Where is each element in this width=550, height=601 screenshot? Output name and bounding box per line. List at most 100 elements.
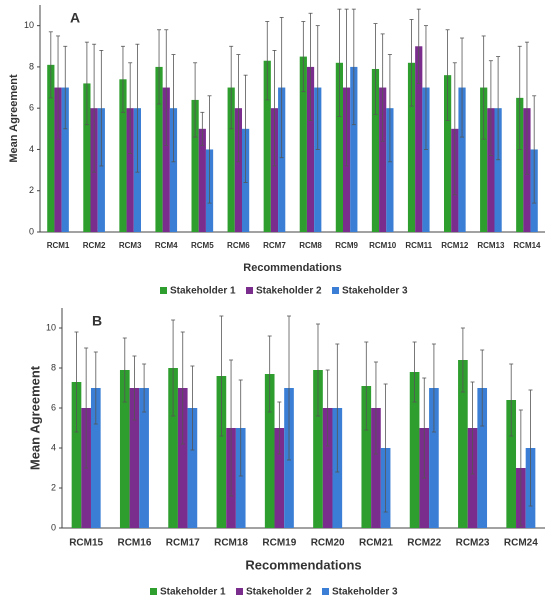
legend-label: Stakeholder 3 [332,587,398,598]
x-tick-label: RCM22 [407,538,441,549]
bar [54,87,62,232]
y-tick-label: 2 [29,185,34,195]
bar [216,376,227,528]
bar [97,108,105,232]
bar [350,66,358,232]
y-tick-label: 6 [51,402,56,412]
bar [168,368,178,528]
x-tick-label: RCM7 [263,241,286,250]
bar [444,75,452,232]
panel-label: A [70,10,80,26]
bar [299,56,307,232]
bar [198,128,206,232]
x-tick-label: RCM11 [405,241,432,250]
bar [477,388,488,528]
y-axis-label: Mean Agreement [8,74,20,163]
bar [274,428,285,528]
bar [415,46,423,232]
x-tick-label: RCM6 [227,241,250,250]
bar [90,388,101,528]
bar [162,87,170,232]
bar [83,83,91,232]
bar [322,408,333,528]
x-tick-label: RCM21 [359,538,393,549]
x-tick-label: RCM4 [155,241,178,250]
x-tick-label: RCM3 [119,241,142,250]
bar [371,68,380,233]
x-tick-label: RCM8 [299,241,322,250]
x-tick-label: RCM17 [166,538,200,549]
x-axis-label: Recommendations [245,557,361,572]
bar [126,108,134,232]
bar [371,408,381,528]
y-tick-label: 4 [51,442,56,452]
bar [386,108,394,232]
legend-swatch [160,287,167,294]
y-tick-label: 8 [29,61,34,71]
bar [480,87,488,232]
bar [139,388,149,528]
bar [306,66,315,232]
x-tick-label: RCM16 [117,538,151,549]
legend-label: Stakeholder 1 [160,587,226,598]
bar [487,108,495,232]
x-tick-label: RCM14 [513,241,541,250]
x-tick-label: RCM13 [477,241,505,250]
legend-swatch [322,588,329,595]
y-tick-label: 0 [51,522,56,532]
y-tick-label: 8 [51,362,56,372]
legend-label: Stakeholder 2 [246,587,312,598]
bar [119,79,127,232]
bar [379,87,387,232]
x-tick-label: RCM1 [47,241,70,250]
bar [458,360,468,528]
bar [314,87,322,232]
x-tick-label: RCM23 [456,538,490,549]
bar [234,108,242,232]
x-tick-label: RCM2 [83,241,106,250]
panel-label: B [92,313,102,329]
y-tick-label: 10 [24,20,34,30]
y-tick-label: 10 [46,322,56,332]
bar [235,428,246,528]
bar [313,370,323,528]
bar [270,108,279,232]
y-tick-label: 0 [29,226,34,236]
y-tick-label: 4 [29,144,34,154]
x-tick-label: RCM20 [311,538,345,549]
bar [429,388,439,528]
bar [278,87,286,232]
x-tick-label: RCM19 [262,538,296,549]
bar [155,66,163,232]
x-tick-label: RCM18 [214,538,248,549]
legend-label: Stakeholder 3 [342,286,408,297]
bar [458,87,466,232]
bar [264,374,275,528]
bar [467,428,478,528]
bar [263,60,271,232]
legend-swatch [246,287,253,294]
bar [516,97,524,232]
bar [61,87,69,232]
x-tick-label: RCM10 [369,241,397,250]
x-tick-label: RCM12 [441,241,469,250]
bar [409,372,420,528]
y-tick-label: 2 [51,482,56,492]
y-axis-label: Mean Agreement [27,365,42,470]
bar [129,388,140,528]
legend-swatch [236,588,243,595]
legend-swatch [332,287,339,294]
x-tick-label: RCM9 [335,241,358,250]
bar [494,108,502,232]
x-tick-label: RCM5 [191,241,214,250]
legend-swatch [150,588,157,595]
bar [227,87,235,232]
x-tick-label: RCM24 [504,538,538,549]
bar [169,108,178,232]
bar [506,400,517,528]
bar [407,62,416,233]
bar [177,388,188,528]
bar [422,87,430,232]
legend-label: Stakeholder 2 [256,286,322,297]
